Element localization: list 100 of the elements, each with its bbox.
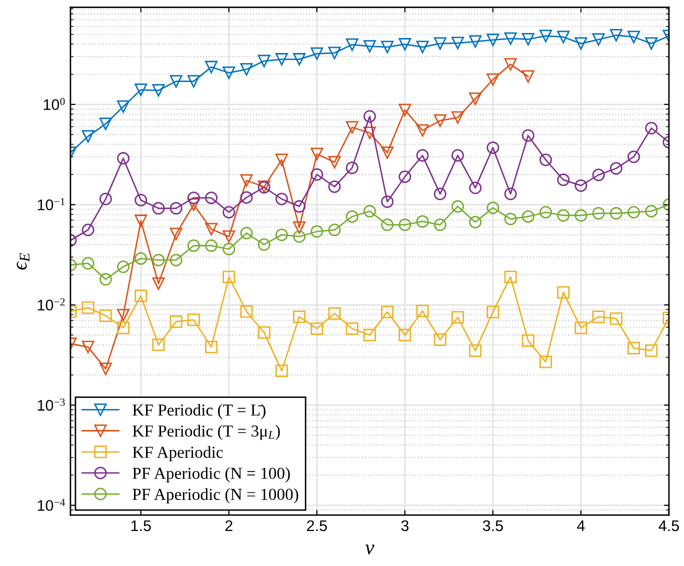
point: [434, 37, 446, 50]
y-tick-label: 10$^{−4}$: [38, 498, 66, 511]
point: [398, 38, 412, 51]
point: [592, 310, 605, 324]
point: [574, 179, 588, 192]
point: [539, 206, 552, 218]
point: [398, 104, 412, 116]
point: [645, 122, 658, 134]
point: [240, 191, 253, 204]
point: [381, 195, 394, 208]
point: [451, 149, 464, 162]
point: [152, 202, 165, 215]
point: [222, 242, 236, 256]
point: [486, 202, 500, 214]
point: [574, 37, 588, 50]
point: [469, 344, 482, 357]
point: [451, 36, 464, 50]
point: [610, 207, 622, 220]
point: [328, 46, 341, 60]
point: [99, 273, 112, 286]
y-axis-title: ϵ$_{E}$: [16, 253, 30, 270]
legend-label: PF Aperiodic (N = 100): [132, 467, 290, 482]
point: [486, 141, 500, 154]
point: [539, 356, 552, 368]
point: [134, 214, 148, 228]
point: [346, 322, 358, 335]
point: [504, 58, 517, 71]
point: [82, 301, 94, 314]
y-tick-label: 10$^{0}$: [44, 98, 65, 110]
point: [134, 194, 148, 206]
point: [117, 100, 130, 113]
point: [310, 225, 324, 238]
point: [222, 230, 236, 243]
point: [557, 286, 570, 299]
point: [469, 92, 482, 105]
point: [258, 54, 270, 68]
point: [522, 129, 534, 142]
point: [187, 239, 200, 252]
point: [486, 306, 500, 318]
point: [346, 210, 358, 223]
point: [293, 221, 306, 234]
point: [451, 200, 464, 213]
point: [416, 149, 429, 162]
point: [346, 38, 358, 51]
point: [205, 60, 218, 74]
point: [117, 260, 130, 274]
point: [627, 206, 640, 218]
point: [416, 215, 429, 228]
point: [205, 239, 218, 252]
point: [469, 182, 482, 194]
point: [469, 35, 482, 48]
point: [170, 202, 182, 215]
point: [82, 224, 94, 236]
point: [522, 210, 534, 223]
point: [363, 110, 376, 123]
point: [187, 192, 200, 204]
point: [293, 230, 306, 243]
point: [522, 33, 534, 46]
point: [117, 308, 130, 322]
point: [574, 209, 588, 222]
point: [381, 40, 394, 54]
point: [416, 304, 429, 318]
point: [275, 228, 288, 242]
point: [627, 150, 640, 164]
point: [557, 30, 570, 44]
legend-label: KF Periodic (T = 3μ$_{L}$): [132, 424, 280, 440]
legend-label: PF Aperiodic (N = 1000): [132, 488, 298, 504]
point: [486, 34, 500, 46]
point: [645, 344, 658, 357]
point: [328, 224, 341, 236]
point: [152, 84, 165, 97]
point: [310, 148, 324, 160]
point: [557, 174, 570, 186]
point: [434, 114, 446, 127]
x-tick-label: 1.5: [131, 520, 151, 532]
point: [504, 32, 517, 45]
point: [398, 328, 412, 342]
point: [539, 154, 552, 166]
point: [310, 168, 324, 181]
point: [504, 212, 517, 226]
point: [99, 192, 112, 206]
point: [574, 322, 588, 334]
y-tick-label: 10$^{−1}$: [38, 198, 65, 210]
point: [222, 270, 236, 284]
point: [117, 152, 130, 165]
point: [240, 305, 253, 318]
point: [82, 340, 94, 354]
point: [117, 322, 130, 334]
point: [275, 364, 288, 378]
point: [134, 290, 148, 302]
point: [222, 206, 236, 218]
point: [363, 126, 376, 140]
point: [504, 188, 517, 200]
point: [152, 254, 165, 266]
point: [134, 84, 148, 96]
x-axis-title: ν: [365, 544, 374, 554]
point: [258, 238, 270, 251]
point: [451, 311, 464, 324]
point: [610, 312, 622, 325]
point: [205, 222, 218, 236]
